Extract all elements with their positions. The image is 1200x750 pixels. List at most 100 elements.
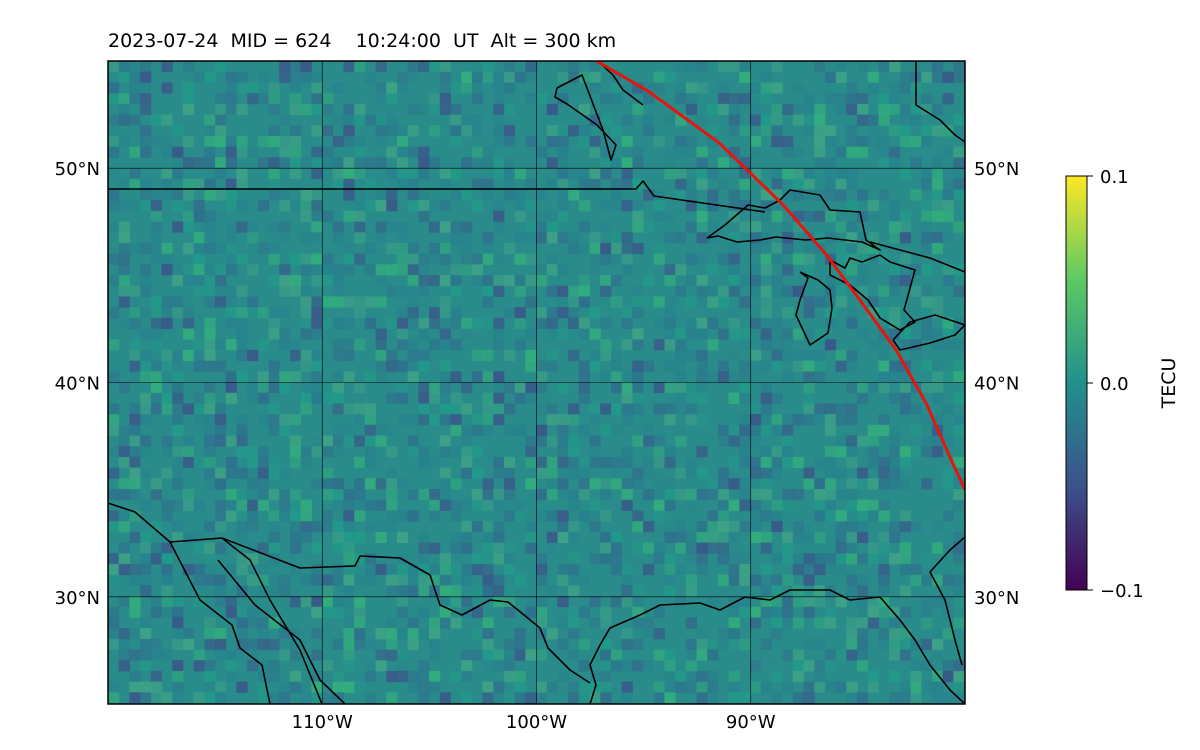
- tec-cell: [578, 510, 590, 522]
- tec-cell: [257, 392, 269, 404]
- tec-cell: [889, 446, 901, 458]
- tec-cell: [182, 403, 195, 415]
- tec-cell: [300, 264, 312, 276]
- tec-cell: [589, 264, 601, 276]
- tec-cell: [503, 382, 516, 394]
- tec-cell: [728, 232, 740, 244]
- tec-cell: [728, 93, 740, 105]
- tec-cell: [771, 606, 783, 618]
- tec-cell: [150, 135, 162, 148]
- tec-cell: [289, 542, 302, 554]
- tec-cell: [589, 61, 601, 73]
- tec-cell: [268, 617, 280, 629]
- tec-cell: [824, 467, 837, 479]
- tec-cell: [279, 189, 291, 201]
- tec-cell: [129, 435, 141, 447]
- tec-cell: [728, 307, 740, 319]
- tec-cell: [921, 382, 933, 394]
- tec-cell: [707, 135, 719, 148]
- tec-cell: [696, 414, 708, 426]
- tec-cell: [343, 563, 355, 576]
- tec-cell: [268, 189, 280, 201]
- tec-cell: [525, 606, 537, 618]
- tec-cell: [279, 114, 291, 126]
- coastline-lake-erie-ontario: [892, 314, 965, 351]
- tec-cell: [600, 200, 612, 212]
- tec-cell: [867, 135, 879, 148]
- tec-cell: [503, 553, 516, 565]
- tec-cell: [364, 499, 376, 511]
- tec-cell: [354, 489, 366, 501]
- tec-cell: [643, 125, 655, 137]
- tec-cell: [792, 649, 804, 661]
- tec-cell: [311, 371, 323, 383]
- tec-cell: [118, 660, 130, 672]
- tec-cell: [824, 510, 837, 522]
- tec-cell: [675, 392, 687, 404]
- tec-cell: [878, 478, 890, 490]
- tec-cell: [150, 253, 162, 265]
- tec-cell: [375, 296, 387, 308]
- tec-cell: [707, 510, 719, 522]
- tec-cell: [953, 596, 965, 608]
- tec-cell: [621, 135, 633, 148]
- tec-cell: [632, 200, 644, 212]
- tec-cell: [140, 553, 152, 565]
- tec-cell: [215, 93, 227, 105]
- tec-cell: [899, 392, 911, 404]
- tec-cell: [653, 456, 665, 469]
- tec-cell: [525, 221, 537, 233]
- tec-cell: [289, 531, 302, 543]
- tec-cell: [857, 553, 869, 565]
- tec-cell: [707, 649, 719, 661]
- tec-cell: [268, 275, 280, 287]
- tec-cell: [878, 135, 890, 148]
- tec-cell: [418, 414, 430, 426]
- tec-cell: [685, 382, 697, 394]
- tec-cell: [311, 542, 323, 554]
- tec-cell: [867, 125, 879, 137]
- tec-cell: [268, 531, 280, 543]
- tec-cell: [429, 242, 441, 255]
- tec-cell: [717, 157, 730, 169]
- tec-cell: [225, 435, 237, 447]
- tec-cell: [910, 189, 922, 201]
- tec-cell: [471, 275, 483, 287]
- tec-cell: [546, 317, 558, 329]
- tec-cell: [514, 285, 526, 297]
- tec-cell: [482, 531, 494, 543]
- tec-cell: [161, 82, 173, 94]
- tec-cell: [610, 200, 623, 212]
- tec-cell: [150, 596, 162, 608]
- tec-cell: [536, 606, 548, 618]
- tec-cell: [568, 307, 580, 319]
- tec-cell: [685, 649, 697, 661]
- tec-cell: [771, 424, 783, 436]
- tec-cell: [525, 232, 537, 244]
- tec-cell: [182, 103, 195, 115]
- title-time: 10:24:00 UT: [355, 30, 479, 52]
- tec-cell: [257, 681, 269, 693]
- tec-cell: [728, 200, 740, 212]
- tec-cell: [600, 542, 612, 554]
- tec-cell: [429, 382, 441, 394]
- tec-cell: [172, 606, 184, 618]
- tec-cell: [536, 510, 548, 522]
- tec-cell: [568, 414, 580, 426]
- tec-cell: [503, 638, 516, 650]
- tec-cell: [953, 489, 965, 501]
- tec-cell: [407, 61, 419, 73]
- tec-cell: [931, 521, 944, 533]
- tec-cell: [150, 242, 162, 255]
- tec-cell: [418, 103, 430, 115]
- tec-cell: [193, 660, 205, 672]
- tec-cell: [557, 446, 569, 458]
- tec-cell: [257, 200, 269, 212]
- tec-cell: [461, 232, 473, 244]
- tec-cell: [311, 275, 323, 287]
- tec-cell: [193, 71, 205, 83]
- tec-cell: [685, 585, 697, 597]
- tec-cell: [546, 221, 558, 233]
- tec-cell: [728, 392, 740, 404]
- tec-cell: [910, 446, 922, 458]
